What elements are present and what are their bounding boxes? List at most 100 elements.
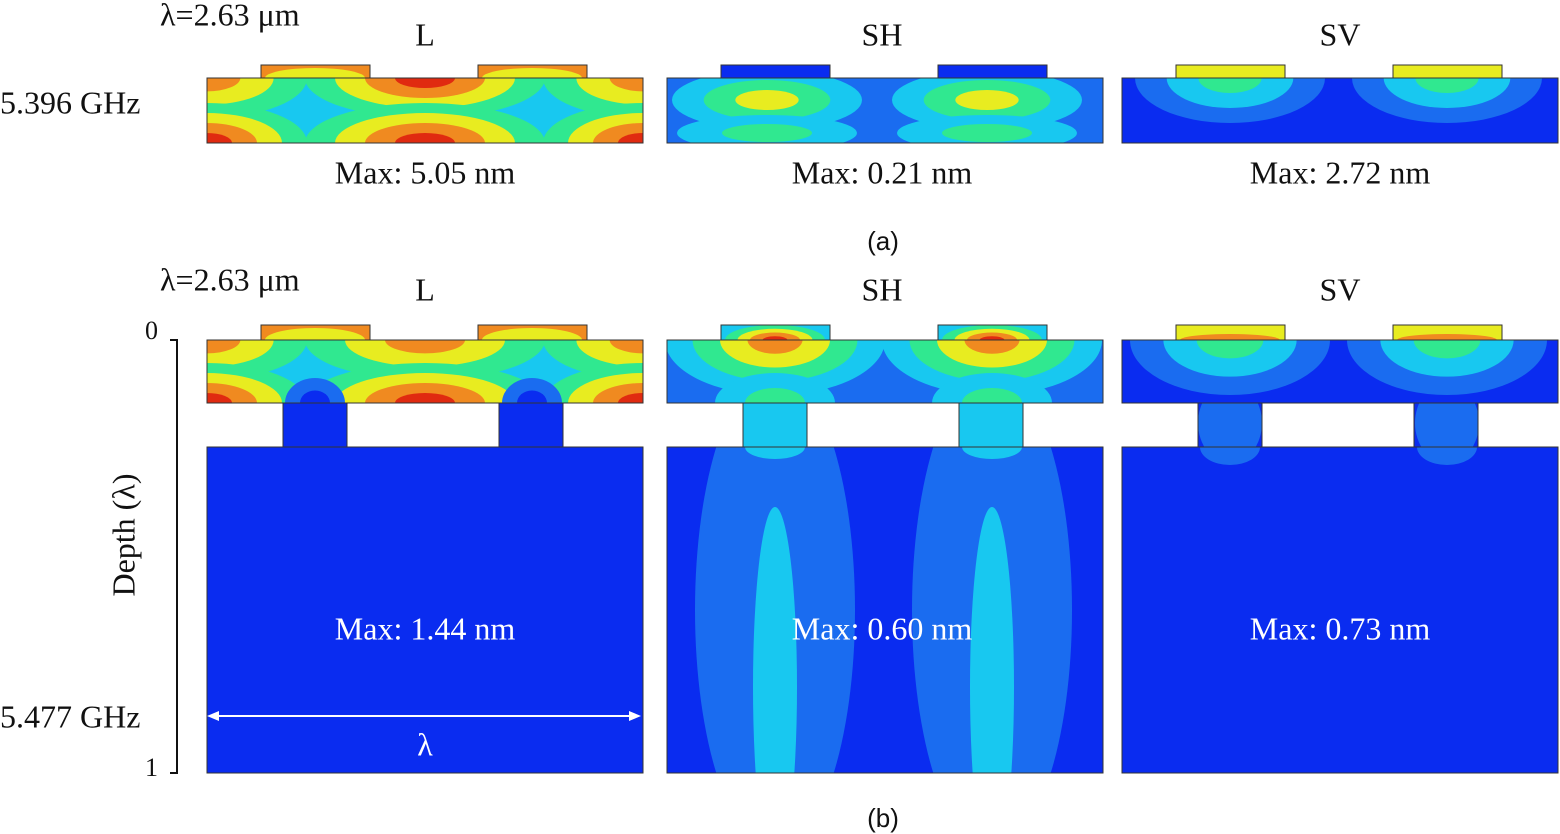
region-outline bbox=[666, 77, 1104, 144]
contour-band bbox=[265, 328, 365, 340]
region-outline bbox=[206, 339, 644, 404]
contour-band bbox=[942, 124, 1032, 142]
region-outline bbox=[206, 446, 644, 774]
contour-band bbox=[395, 393, 455, 403]
depth-tick: 0 bbox=[145, 316, 158, 345]
contour-region bbox=[1122, 340, 1558, 403]
max-label: Max: 0.73 nm bbox=[1250, 610, 1431, 646]
contour-band bbox=[609, 340, 643, 354]
contour-band bbox=[745, 388, 805, 403]
region-outline bbox=[1121, 339, 1559, 404]
contour-region bbox=[478, 325, 587, 340]
depth-axis-label: Depth (λ) bbox=[105, 473, 141, 596]
contour-band bbox=[979, 336, 1005, 340]
contour-band bbox=[1180, 334, 1280, 340]
region-outline bbox=[666, 446, 1104, 774]
contour-base bbox=[1393, 65, 1502, 78]
contour-band bbox=[207, 393, 232, 403]
contour-band bbox=[385, 340, 465, 354]
contour-band bbox=[482, 68, 582, 78]
contour-band bbox=[207, 340, 241, 354]
contour-band bbox=[962, 388, 1022, 403]
frequency-label: 5.477 GHz bbox=[0, 698, 140, 734]
contour-band bbox=[207, 133, 232, 143]
max-label: Max: 2.72 nm bbox=[1250, 154, 1431, 190]
mode-label: SV bbox=[1320, 271, 1361, 307]
contour-base bbox=[721, 65, 830, 78]
contour-region bbox=[667, 78, 1103, 143]
contour-base bbox=[1122, 447, 1558, 773]
contour-plots bbox=[206, 64, 1559, 774]
contour-region bbox=[261, 65, 370, 78]
arrow-head bbox=[207, 711, 219, 721]
contour-band bbox=[1198, 403, 1262, 447]
contour-region bbox=[1176, 65, 1285, 78]
contour-region bbox=[667, 340, 1103, 403]
contour-region bbox=[1393, 65, 1502, 78]
contour-region bbox=[938, 325, 1047, 340]
contour-base bbox=[207, 447, 643, 773]
max-label: Max: 0.21 nm bbox=[792, 154, 973, 190]
contour-region bbox=[1393, 325, 1502, 340]
contour-band bbox=[1415, 403, 1478, 447]
contour-band bbox=[1413, 340, 1481, 359]
region-outline bbox=[1121, 77, 1559, 144]
contour-band bbox=[1198, 78, 1262, 93]
max-label: Max: 1.44 nm bbox=[335, 610, 516, 646]
mode-label: SV bbox=[1320, 16, 1361, 52]
contour-band bbox=[609, 78, 643, 92]
contour-band bbox=[955, 90, 1019, 110]
contour-band bbox=[747, 340, 803, 354]
max-label: Max: 5.05 nm bbox=[335, 154, 516, 190]
contour-region bbox=[207, 340, 643, 403]
max-label: Max: 0.60 nm bbox=[792, 610, 973, 646]
contour-band bbox=[395, 78, 455, 88]
mode-label: SH bbox=[862, 271, 903, 307]
wavelength-label: λ=2.63 μm bbox=[160, 261, 300, 297]
contour-band bbox=[517, 390, 547, 403]
contour-region bbox=[499, 403, 563, 447]
contour-region bbox=[721, 65, 830, 78]
contour-band bbox=[618, 393, 643, 403]
contour-region bbox=[667, 447, 1103, 773]
contour-region bbox=[478, 65, 587, 78]
region-outline bbox=[206, 77, 644, 144]
contour-region bbox=[1198, 403, 1262, 447]
arrow-head bbox=[629, 711, 641, 721]
contour-band bbox=[735, 90, 799, 110]
contour-region bbox=[959, 403, 1023, 447]
region-outline bbox=[1121, 446, 1559, 774]
contour-region bbox=[1176, 325, 1285, 340]
contour-region bbox=[743, 403, 807, 447]
mode-label: L bbox=[415, 16, 435, 52]
contour-region bbox=[207, 78, 643, 143]
contour-band bbox=[762, 336, 788, 340]
contour-band bbox=[265, 68, 365, 78]
contour-base bbox=[283, 403, 347, 447]
contour-band bbox=[482, 328, 582, 340]
contour-band bbox=[753, 507, 797, 773]
contour-band bbox=[722, 124, 812, 142]
contour-band bbox=[1200, 447, 1260, 465]
caption: (b) bbox=[867, 803, 899, 833]
contour-region bbox=[207, 447, 643, 773]
contour-region bbox=[283, 403, 347, 447]
contour-band bbox=[300, 390, 330, 403]
contour-region bbox=[1122, 447, 1558, 773]
contour-band bbox=[1417, 447, 1477, 465]
contour-base bbox=[938, 65, 1047, 78]
contour-region bbox=[261, 325, 370, 340]
depth-tick: 1 bbox=[145, 753, 158, 782]
contour-base bbox=[499, 403, 563, 447]
contour-region bbox=[1122, 78, 1558, 143]
contour-band bbox=[618, 133, 643, 143]
contour-base bbox=[743, 403, 807, 447]
contour-band bbox=[1196, 340, 1264, 359]
contour-region bbox=[938, 65, 1047, 78]
depth-bracket bbox=[170, 339, 178, 774]
period-label: λ bbox=[417, 726, 433, 762]
contour-region bbox=[721, 325, 830, 340]
contour-band bbox=[1415, 78, 1479, 93]
wavelength-label: λ=2.63 μm bbox=[160, 0, 300, 32]
